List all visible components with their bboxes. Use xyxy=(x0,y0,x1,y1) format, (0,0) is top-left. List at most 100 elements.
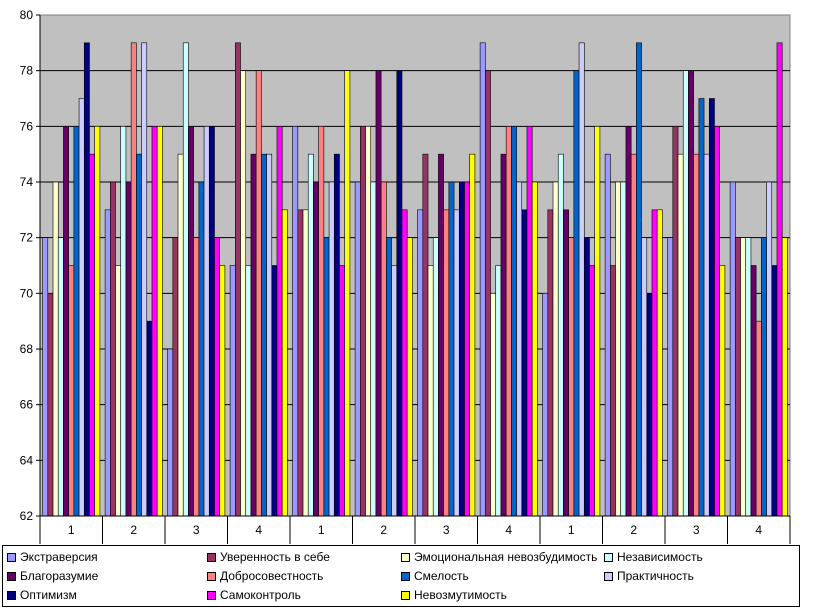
bar-2-10 xyxy=(610,265,616,517)
bar-5-11 xyxy=(688,70,694,517)
legend-label: Благоразумие xyxy=(20,569,99,583)
legend-item: Оптимизм xyxy=(7,586,77,604)
bar-7-12 xyxy=(761,237,767,517)
bar-11-12 xyxy=(781,237,788,517)
bar-7-7 xyxy=(448,181,455,517)
y-tick-label: 74 xyxy=(20,175,34,189)
x-tick-label: 3 xyxy=(443,523,450,537)
bar-3-2 xyxy=(115,265,122,517)
y-tick-label: 66 xyxy=(20,398,34,412)
bar-4-7 xyxy=(432,237,439,517)
y-tick-label: 70 xyxy=(20,286,34,300)
legend-swatch xyxy=(604,552,613,562)
bar-4-6 xyxy=(370,181,377,517)
bar-7-4 xyxy=(261,153,267,517)
bar-7-2 xyxy=(136,153,142,517)
y-tick-label: 78 xyxy=(20,64,34,78)
bar-4-8 xyxy=(495,265,502,517)
bar-1-11 xyxy=(667,237,674,517)
bar-5-4 xyxy=(250,153,257,517)
bar-5-10 xyxy=(625,126,632,517)
bar-8-3 xyxy=(203,126,210,517)
bar-3-3 xyxy=(177,153,184,517)
legend-item: Благоразумие xyxy=(7,567,98,585)
bar-6-11 xyxy=(693,153,700,517)
bar-3-5 xyxy=(302,209,309,517)
bar-2-9 xyxy=(547,209,554,517)
bar-1-8 xyxy=(479,42,486,517)
legend-item: Практичность xyxy=(604,567,694,585)
y-tick-label: 68 xyxy=(20,342,34,356)
bar-10-1 xyxy=(89,153,95,517)
y-tick-label: 80 xyxy=(20,8,34,22)
bar-9-4 xyxy=(271,265,278,517)
legend-swatch xyxy=(7,552,16,562)
bar-3-7 xyxy=(427,265,434,517)
legend-swatch xyxy=(207,590,216,600)
bar-10-2 xyxy=(151,126,158,517)
bar-10-12 xyxy=(776,42,783,517)
x-tick-label: 2 xyxy=(380,523,387,537)
bar-4-4 xyxy=(245,265,252,517)
bar-5-9 xyxy=(563,209,569,517)
bar-4-1 xyxy=(57,237,64,517)
y-tick-label: 76 xyxy=(20,119,34,133)
bar-5-5 xyxy=(313,181,319,517)
plot-area xyxy=(39,14,791,517)
bar-6-12 xyxy=(755,320,762,517)
bar-8-6 xyxy=(391,265,398,517)
legend-item: Самоконтроль xyxy=(207,586,301,604)
bar-7-5 xyxy=(323,237,330,517)
bar-6-3 xyxy=(193,237,200,517)
bar-9-1 xyxy=(83,42,90,517)
bar-1-12 xyxy=(729,181,736,517)
bar-3-6 xyxy=(365,126,372,517)
bar-3-9 xyxy=(552,181,559,517)
bar-2-4 xyxy=(235,42,241,517)
bar-8-11 xyxy=(703,153,710,517)
legend-swatch xyxy=(401,552,410,562)
bar-2-3 xyxy=(172,237,179,517)
bar-6-1 xyxy=(68,265,75,517)
bar-8-4 xyxy=(266,153,273,517)
bar-8-7 xyxy=(453,209,460,517)
legend: Экстраверсия Уверенность в себе Эмоциональ… xyxy=(2,545,800,607)
bar-8-5 xyxy=(328,181,335,517)
bar-2-12 xyxy=(735,237,741,517)
bar-10-5 xyxy=(339,265,345,517)
legend-label: Уверенность в себе xyxy=(220,550,330,564)
bar-10-7 xyxy=(464,181,470,517)
bar-11-4 xyxy=(281,209,288,517)
legend-swatch xyxy=(401,590,410,600)
bar-2-7 xyxy=(422,153,429,517)
bar-1-1 xyxy=(42,237,49,517)
bar-11-1 xyxy=(94,126,101,517)
bar-9-11 xyxy=(708,98,715,517)
legend-swatch xyxy=(604,571,613,581)
bar-8-1 xyxy=(78,98,85,517)
bar-9-12 xyxy=(771,265,778,517)
bar-7-8 xyxy=(511,126,517,517)
bar-6-5 xyxy=(318,126,325,517)
bar-1-10 xyxy=(604,153,611,517)
bar-11-11 xyxy=(719,265,726,517)
bar-5-8 xyxy=(500,153,507,517)
bar-4-9 xyxy=(557,153,564,517)
bar-1-6 xyxy=(354,181,361,517)
bar-10-4 xyxy=(276,126,283,517)
legend-label: Эмоциональная невозбудимость xyxy=(414,550,598,564)
bar-4-3 xyxy=(182,42,189,517)
bar-4-10 xyxy=(620,181,627,517)
bar-9-10 xyxy=(646,293,653,517)
legend-swatch xyxy=(7,590,16,600)
bar-6-6 xyxy=(380,181,387,517)
legend-label: Невозмутимость xyxy=(414,588,507,602)
bar-7-1 xyxy=(73,126,80,517)
legend-swatch xyxy=(7,571,16,581)
legend-item: Независимость xyxy=(604,548,703,566)
bar-11-9 xyxy=(594,126,601,517)
bar-8-2 xyxy=(141,42,148,517)
bar-3-10 xyxy=(615,181,622,517)
bar-6-8 xyxy=(505,126,512,517)
bar-8-8 xyxy=(516,181,523,517)
